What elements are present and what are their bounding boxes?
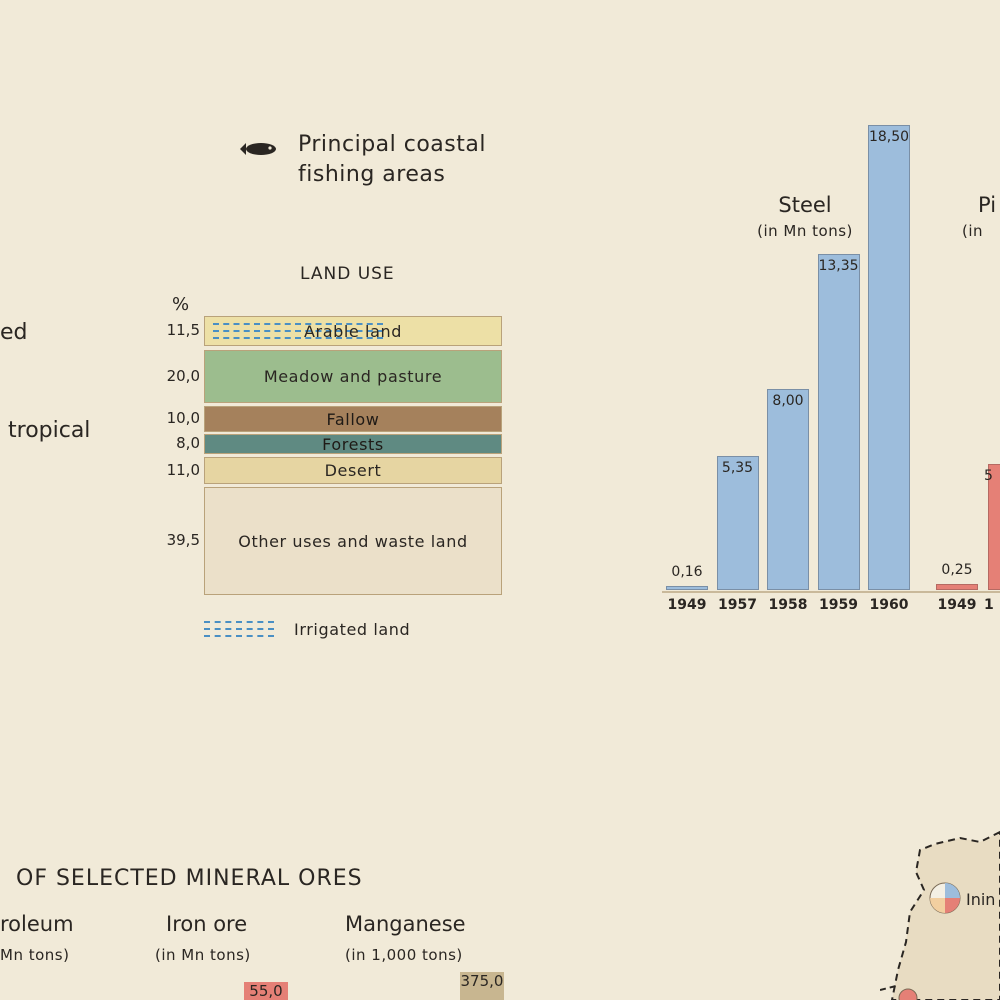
fishing-legend-label: Principal coastal fishing areas: [298, 132, 486, 187]
pie-icon: [929, 882, 961, 914]
year-label: 1: [984, 597, 994, 613]
bar-value-label: 0,25: [941, 561, 973, 578]
year-label: 1958: [768, 597, 808, 613]
chart-baseline: [662, 591, 1000, 593]
chart-unit: (in: [962, 222, 984, 240]
chart-title: Steel: [778, 193, 832, 217]
year-label: 1949: [937, 597, 977, 613]
land-use-percent: 39,5: [166, 531, 200, 549]
land-use-label: Fallow: [326, 409, 380, 429]
bar-value-label: 8,00: [772, 392, 804, 409]
bar-value-label: 5: [984, 468, 993, 485]
land-use-percent: 10,0: [166, 409, 200, 427]
bar: [936, 583, 978, 590]
iron-ore-title: Iron ore: [166, 912, 248, 936]
land-use-title: LAND USE: [300, 264, 395, 284]
irrigated-overlay: [213, 330, 383, 332]
left-edge-text: ed: [0, 320, 28, 345]
minerals-title: OF SELECTED MINERAL ORES: [16, 866, 363, 891]
bar: [716, 455, 759, 590]
map-fragment: [880, 830, 1000, 1000]
land-use-percent: 8,0: [176, 434, 200, 452]
land-use-percent: 11,0: [166, 460, 200, 479]
year-label: 1957: [718, 597, 757, 613]
bar-value-label: 18,50: [868, 129, 910, 145]
bar-value-label: 13,35: [818, 258, 859, 275]
bar: [988, 464, 1000, 590]
land-use-label: Meadow and pasture: [263, 367, 443, 386]
year-label: 1960: [869, 597, 909, 613]
manganese-unit: (in 1,000 tons): [345, 946, 463, 964]
land-use-bar: Fallow: [204, 406, 502, 432]
chart-title: Pi: [978, 193, 997, 217]
land-use-label: Other uses and waste land: [238, 531, 468, 551]
petroleum-unit: Mn tons): [0, 946, 70, 964]
bar: [767, 388, 809, 590]
year-label: 1949: [667, 597, 707, 613]
land-use-bar: Desert: [204, 457, 502, 484]
bar: [666, 585, 708, 590]
chart-unit: (in Mn tons): [757, 222, 853, 240]
fish-icon: [240, 143, 276, 155]
bar: [817, 254, 860, 590]
land-use-bar: Forests: [204, 434, 502, 454]
bar: [868, 125, 910, 590]
land-use-label: Arable land: [303, 321, 402, 341]
land-use-percent: 11,5: [166, 321, 200, 339]
irrigated-overlay: [213, 337, 383, 339]
irrigated-overlay: [213, 323, 383, 325]
manganese-title: Manganese: [345, 912, 466, 936]
iron-ore-value: 55,0: [244, 982, 288, 1000]
map-place-label: Inin: [966, 890, 996, 909]
bar-value-label: 5,35: [721, 459, 754, 476]
irrigated-land-label: Irrigated land: [294, 620, 411, 639]
land-use-bar: Arable land: [204, 316, 502, 346]
land-use-bar: Other uses and waste land: [204, 487, 502, 595]
bar-value-label: 0,16: [671, 563, 703, 580]
irrigated-land-swatch: [204, 617, 274, 639]
land-use-bar: Meadow and pasture: [204, 350, 502, 403]
land-use-percent: 20,0: [166, 366, 200, 385]
land-use-label: Forests: [322, 434, 384, 454]
left-edge-text: tropical: [8, 418, 91, 443]
petroleum-title: roleum: [0, 912, 74, 936]
year-label: 1959: [819, 597, 858, 613]
land-use-label: Desert: [324, 461, 382, 480]
iron-ore-unit: (in Mn tons): [155, 946, 251, 964]
manganese-value: 375,0: [460, 972, 504, 1000]
percent-symbol: %: [172, 294, 190, 315]
